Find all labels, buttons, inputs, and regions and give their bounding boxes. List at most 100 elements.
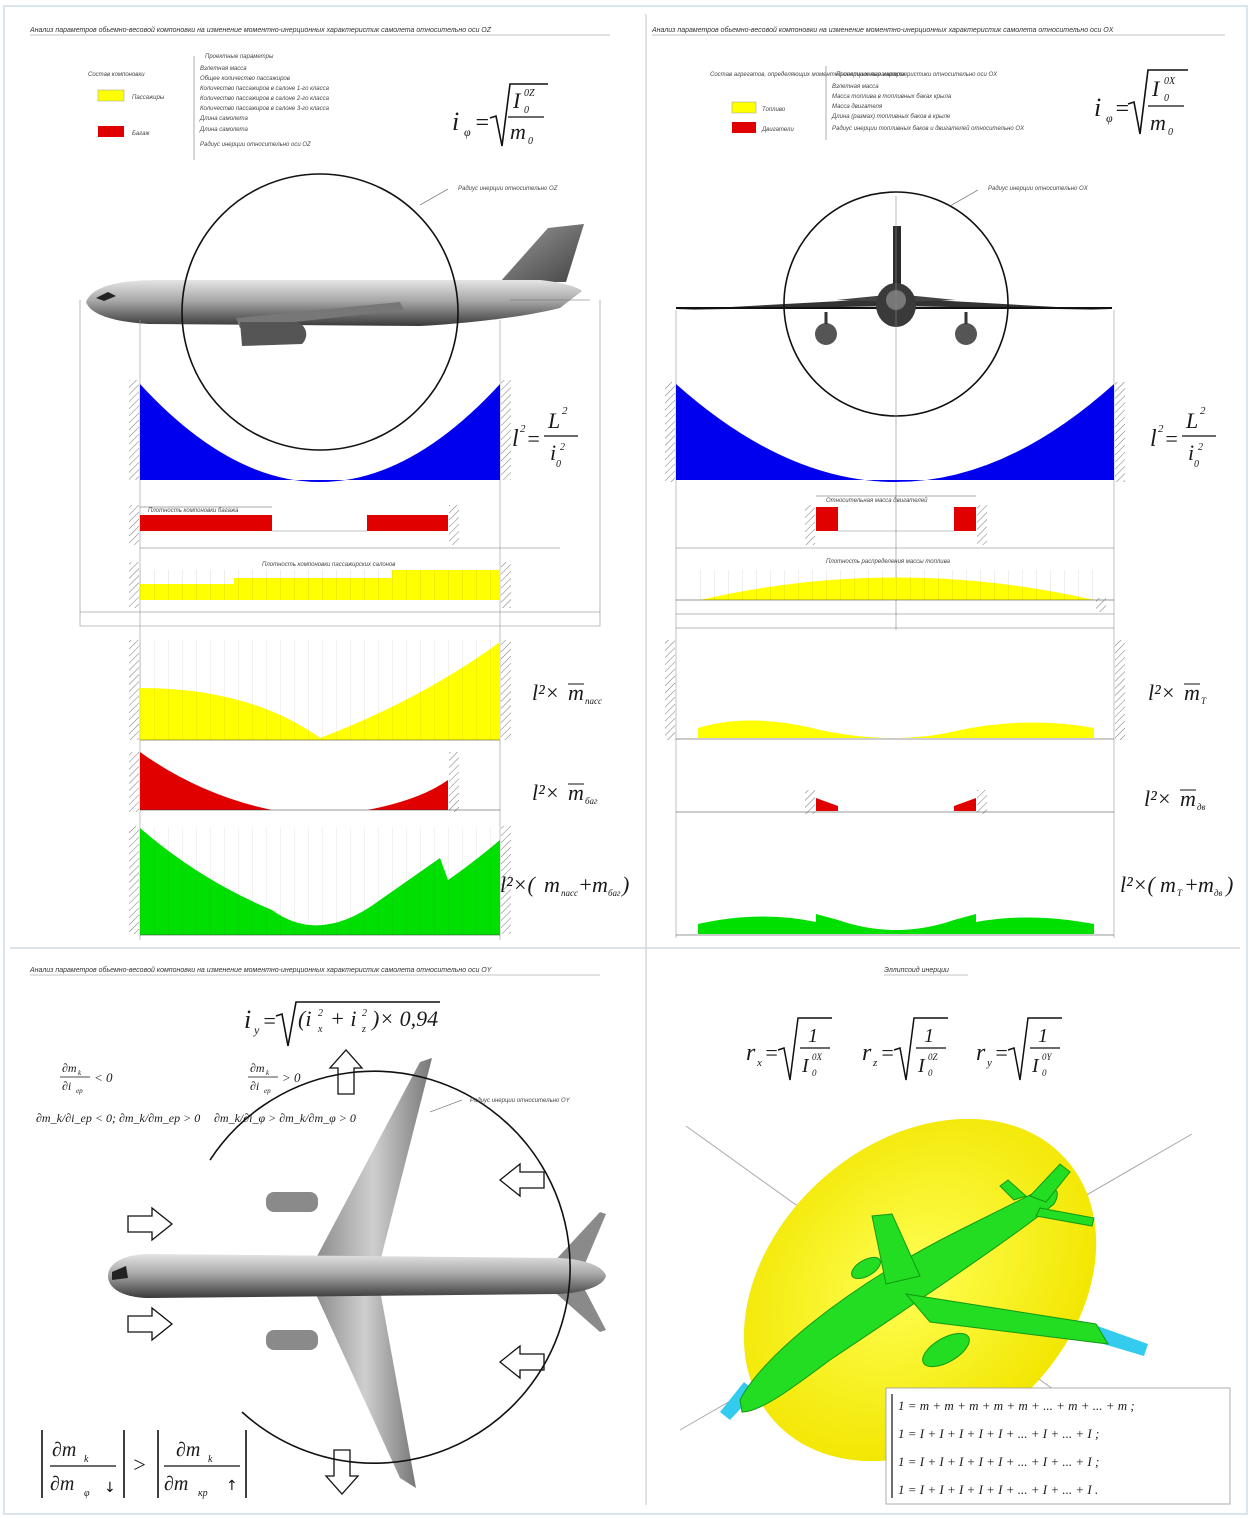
svg-text:m: m [1180, 786, 1196, 811]
svg-text:l: l [512, 426, 519, 452]
svg-text:1: 1 [1038, 1025, 1048, 1047]
oz-baggage-bar-rear [367, 515, 448, 531]
oy-inequality: ∂m k ∂m φ ↓ > ∂m k ∂m кр ↑ [41, 1430, 247, 1499]
ox-param-line: Масса топлива в топливных баках крыла [832, 94, 952, 100]
svg-text:2: 2 [1200, 405, 1206, 417]
oy-inertia-circle [209, 1070, 571, 1464]
svg-text:дв: дв [1214, 888, 1223, 898]
ox-legend-label-fuel: Топливо [762, 107, 786, 113]
ox-legend-heading: Состав агрегатов, определяющих моментно-… [710, 72, 998, 78]
ox-param-line: Масса двигателя [832, 104, 883, 110]
svg-text:ер: ер [76, 1087, 83, 1095]
svg-text:r: r [862, 1040, 872, 1066]
svg-text:φ: φ [1106, 111, 1113, 125]
ox-params-heading: Проектные параметры [836, 72, 905, 78]
oz-row-formula-baggage: l²× m баг [532, 780, 598, 806]
svg-text:=: = [1114, 96, 1130, 122]
svg-text:): ) [1224, 872, 1233, 897]
svg-text:=: = [262, 1008, 277, 1033]
ox-param-line: Длина (размах) топливных баков в крыле [831, 114, 951, 120]
ox-fuel-bar-label: Плотность распределения массы топлива [826, 559, 951, 565]
oy-rule-4: ∂m_k/∂i_φ > ∂m_k/∂m_φ > 0 [214, 1111, 356, 1125]
svg-text:2: 2 [560, 442, 565, 453]
svg-text:z: z [872, 1057, 878, 1069]
svg-text:y: y [986, 1057, 992, 1069]
ox-legend-swatch-red [732, 122, 756, 133]
airplane-front-view-icon [676, 226, 1112, 345]
oz-legend-heading: Состав компоновки [88, 72, 145, 78]
ox-l2-formula: l 2 = L 2 i 0 2 [1150, 405, 1216, 470]
svg-text:=: = [474, 110, 490, 136]
svg-text:Т: Т [1177, 888, 1183, 898]
svg-text:0: 0 [556, 459, 561, 470]
airplane-side-view-icon [86, 224, 584, 346]
panel-oz-title: Анализ параметров обьемно-весовой компон… [29, 26, 492, 34]
svg-text:m: m [1198, 872, 1214, 897]
oz-legend-label-baggage: Багаж [132, 131, 150, 137]
arrow-right-icon [127, 1306, 174, 1342]
svg-text:z: z [361, 1024, 366, 1035]
svg-text:L: L [1185, 408, 1198, 433]
svg-text:2: 2 [1198, 442, 1203, 453]
svg-text:L: L [547, 408, 560, 433]
oz-inertia-circle [181, 173, 459, 451]
svg-text:∂m: ∂m [52, 1439, 76, 1461]
svg-text:пасс: пасс [561, 888, 578, 898]
svg-text:i: i [550, 440, 556, 465]
svg-text:I: I [512, 88, 522, 113]
panel-ellipsoid: Эллипсоид инерции r x = 1 I 0X 0 r z = 1… [679, 966, 1231, 1505]
svg-text:0X: 0X [812, 1052, 823, 1062]
svg-text:l²×(: l²×( [500, 872, 537, 897]
sum-line-iy: 1 = I + I + I + I + I + ... + I + ... + … [898, 1454, 1099, 1469]
svg-text:∂i: ∂i [250, 1079, 259, 1093]
oz-params-heading: Проектные параметры [205, 54, 274, 60]
oy-rule-1: ∂m k ∂i ер < 0 [60, 1061, 113, 1095]
svg-text:l²×: l²× [532, 680, 560, 705]
svg-text:ер: ер [264, 1087, 271, 1095]
panel-oz: Анализ параметров обьемно-весовой компон… [29, 26, 629, 940]
svg-text:↑: ↑ [226, 1478, 238, 1494]
oz-legend-swatch-yellow [97, 89, 125, 102]
arrow-right-icon [127, 1206, 174, 1242]
ox-circle-label: Радиус инерции относительно OX [988, 186, 1089, 192]
svg-text:m: m [544, 872, 560, 897]
sum-line-iz: 1 = I + I + I + I + I + ... + I + ... + … [898, 1482, 1098, 1497]
svg-text:2: 2 [1158, 423, 1164, 435]
svg-text:> 0: > 0 [282, 1070, 301, 1085]
ox-engine-bar-left [816, 507, 838, 531]
svg-text:0: 0 [528, 136, 533, 147]
svg-text:y: y [253, 1023, 260, 1037]
svg-text:дв: дв [1197, 802, 1206, 812]
airplane-3d-view-icon [739, 1163, 1109, 1413]
ellipsoid-radius-formula-z: r z = 1 I 0Z 0 [862, 1017, 948, 1081]
oz-param-line: Взлетная масса [200, 66, 247, 72]
svg-text:∂m: ∂m [50, 1473, 74, 1495]
svg-text:1: 1 [924, 1025, 934, 1047]
svg-text:=: = [526, 426, 541, 451]
oz-l2-formula: l 2 = L 2 i 0 2 [512, 405, 578, 470]
svg-text:): ) [620, 872, 629, 897]
oz-radius-formula: i φ = I 0Z 0 m 0 [452, 83, 548, 147]
oz-passenger-bar-label: Плотность компоновки пассажирских салоно… [262, 562, 395, 568]
oz-row-formula-passengers: l²× m пасс [532, 680, 602, 706]
ox-total-inertia [698, 914, 1094, 934]
svg-text:m: m [1160, 872, 1176, 897]
oz-param-line: Количество пассажиров в салоне 3-го клас… [200, 106, 330, 112]
ox-engine-bar-label: Относительная масса двигателей [826, 497, 928, 504]
sum-line-ix: 1 = I + I + I + I + I + ... + I + ... + … [898, 1426, 1099, 1441]
svg-text:i: i [244, 1005, 251, 1034]
oz-legend-label-passengers: Пассажиры [132, 95, 165, 101]
oy-rule-3: ∂m k ∂i ер > 0 [248, 1061, 301, 1095]
svg-text:I: I [801, 1055, 810, 1077]
svg-text:=: = [880, 1040, 895, 1065]
ox-row-formula-fuel: l²× m Т [1148, 680, 1207, 706]
svg-text:+: + [1184, 872, 1199, 897]
svg-text:∂m: ∂m [250, 1061, 265, 1075]
oz-param-line: Общее количество пассажиров [200, 76, 290, 82]
svg-text:∂i: ∂i [62, 1079, 71, 1093]
ox-param-line: Взлетная масса [832, 84, 879, 90]
svg-text:I: I [1151, 76, 1161, 101]
ox-engine-bar-right [954, 507, 976, 531]
svg-text:0: 0 [1164, 93, 1169, 104]
panel-ox: Анализ параметров обьемно-весовой компон… [651, 26, 1233, 938]
